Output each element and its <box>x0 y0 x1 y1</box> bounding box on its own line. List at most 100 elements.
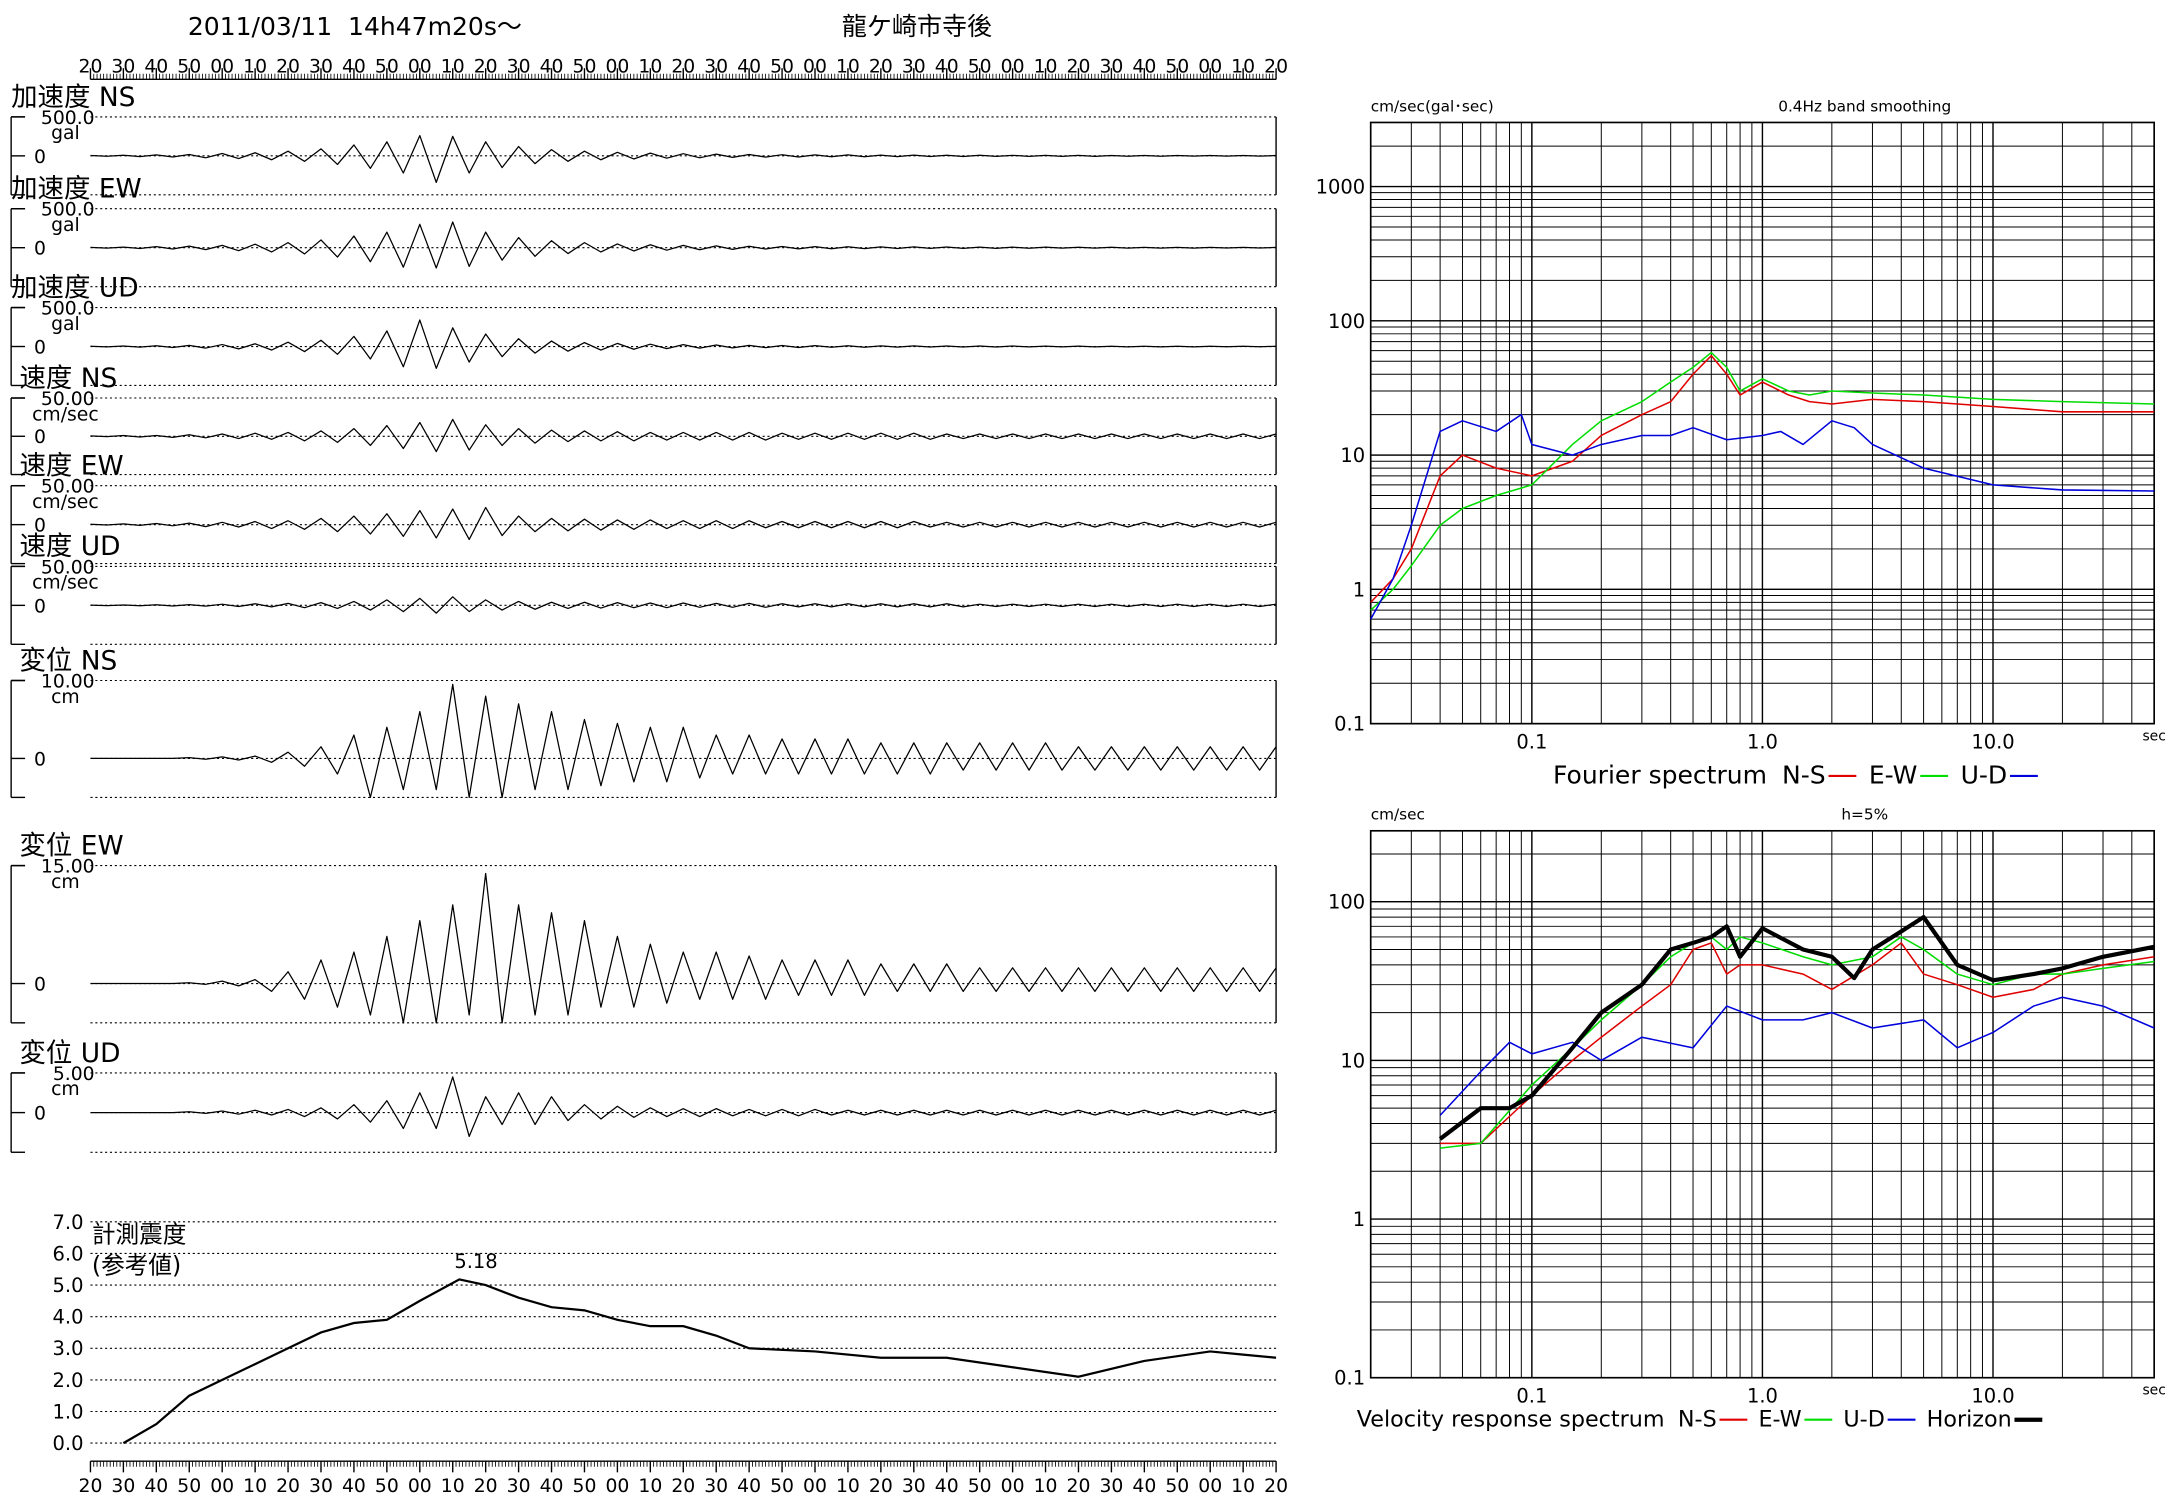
y-tick-label: 0 <box>34 1104 46 1125</box>
time-tick-label: 40 <box>737 1476 761 1497</box>
time-tick-label: 20 <box>869 56 893 77</box>
time-tick-label: 30 <box>902 56 926 77</box>
time-tick-label: 50 <box>1165 1476 1189 1497</box>
legend-label: N-S <box>1678 1406 1717 1432</box>
y-tick-label: 0 <box>34 239 46 260</box>
time-tick-label: 50 <box>1165 56 1189 77</box>
time-tick-label: 50 <box>177 1476 201 1497</box>
panel-label: 変位 NS <box>19 645 117 676</box>
waveform <box>90 319 1277 369</box>
unit-label: gal <box>51 215 80 236</box>
legend-label: Horizon <box>1927 1406 2012 1432</box>
waveform <box>90 134 1277 183</box>
y-tick-label: 5.0 <box>53 1274 84 1297</box>
time-tick-label: 50 <box>375 56 399 77</box>
time-tick-label: 10 <box>1034 56 1058 77</box>
time-tick-label: 00 <box>1001 1476 1025 1497</box>
time-tick-label: 50 <box>770 56 794 77</box>
y-tick-label: 0 <box>34 749 46 770</box>
time-tick-label: 30 <box>111 56 135 77</box>
time-tick-label: 50 <box>177 56 201 77</box>
y-tick-label: 500.0 <box>41 299 95 320</box>
time-tick-label: 10 <box>441 56 465 77</box>
intensity-subtitle: (参考値) <box>92 1251 181 1279</box>
time-tick-label: 50 <box>573 1476 597 1497</box>
time-tick-label: 30 <box>902 1476 926 1497</box>
y-tick-label: 0.0 <box>53 1432 84 1455</box>
panel-label: 速度 UD <box>19 531 120 562</box>
waveform <box>90 872 1277 1024</box>
time-tick-label: 40 <box>935 1476 959 1497</box>
time-tick-label: 30 <box>309 56 333 77</box>
time-tick-label: 20 <box>671 1476 695 1497</box>
y-tick-label: 1000 <box>1316 175 1366 198</box>
time-tick-label: 50 <box>968 1476 992 1497</box>
legend-label: E-W <box>1869 760 1918 789</box>
y-tick-label: 0 <box>34 974 46 995</box>
time-tick-label: 30 <box>1099 1476 1123 1497</box>
x-tick-label: 10.0 <box>1971 1385 2014 1408</box>
y-tick-label: 15.00 <box>41 857 95 878</box>
x-axis-label: sec <box>2142 1382 2165 1398</box>
time-tick-label: 50 <box>968 56 992 77</box>
panel-label: 加速度 NS <box>11 82 135 113</box>
time-tick-label: 40 <box>144 56 168 77</box>
time-tick-label: 30 <box>507 1476 531 1497</box>
datetime: 2011/03/11 14h47m20s～ <box>188 12 522 41</box>
y-axis-label: cm/sec(gal･sec) <box>1371 97 1494 115</box>
spectrum-line <box>1370 351 2155 611</box>
y-tick-label: 10 <box>1340 1049 1365 1072</box>
intensity-line <box>122 1278 1277 1445</box>
waveform <box>90 596 1277 614</box>
y-tick-label: 50.00 <box>41 477 95 498</box>
unit-label: gal <box>51 123 80 144</box>
waveform <box>90 683 1277 799</box>
y-tick-label: 5.00 <box>53 1064 95 1085</box>
time-tick-label: 30 <box>507 56 531 77</box>
time-tick-label: 00 <box>408 56 432 77</box>
time-tick-label: 40 <box>540 1476 564 1497</box>
legend-label: U-D <box>1843 1406 1884 1432</box>
time-tick-label: 10 <box>243 1476 267 1497</box>
legend-label: E-W <box>1758 1406 1801 1432</box>
time-tick-label: 20 <box>276 56 300 77</box>
spectrum-line <box>1370 413 2155 620</box>
time-tick-label: 20 <box>474 56 498 77</box>
time-tick-label: 40 <box>342 1476 366 1497</box>
panel-label: 速度 EW <box>19 451 123 482</box>
legend-label: U-D <box>1961 760 2008 789</box>
x-tick-label: 1.0 <box>1747 1385 1778 1408</box>
y-tick-label: 7.0 <box>53 1211 84 1234</box>
y-tick-label: 10 <box>1340 444 1365 467</box>
time-tick-label: 10 <box>836 56 860 77</box>
y-tick-label: 50.00 <box>41 389 95 410</box>
intensity-title: 計測震度 <box>92 1221 187 1249</box>
legend-title: Fourier spectrum <box>1553 760 1767 789</box>
peak-label: 5.18 <box>454 1250 497 1273</box>
panel-label: 速度 NS <box>19 363 117 394</box>
spectrum-line <box>1440 936 2155 1149</box>
time-tick-label: 20 <box>1264 56 1288 77</box>
time-tick-label: 40 <box>342 56 366 77</box>
time-tick-label: 00 <box>1198 1476 1222 1497</box>
time-tick-label: 10 <box>243 56 267 77</box>
y-tick-label: 0.1 <box>1334 1367 1365 1390</box>
y-tick-label: 100 <box>1328 310 1365 333</box>
time-tick-label: 30 <box>1099 56 1123 77</box>
y-tick-label: 4.0 <box>53 1306 84 1329</box>
y-tick-label: 500.0 <box>41 108 95 129</box>
waveform <box>90 506 1277 541</box>
spectrum-line <box>1439 996 2155 1116</box>
time-tick-label: 20 <box>1264 1476 1288 1497</box>
y-axis-label: cm/sec <box>1371 806 1425 824</box>
time-tick-label: 40 <box>737 56 761 77</box>
time-tick-label: 00 <box>210 1476 234 1497</box>
time-tick-label: 00 <box>605 56 629 77</box>
panel-label: 変位 EW <box>19 830 123 861</box>
time-tick-label: 50 <box>770 1476 794 1497</box>
y-tick-label: 2.0 <box>53 1369 84 1392</box>
time-tick-label: 50 <box>573 56 597 77</box>
legend-label: N-S <box>1782 760 1826 789</box>
time-tick-label: 20 <box>869 1476 893 1497</box>
